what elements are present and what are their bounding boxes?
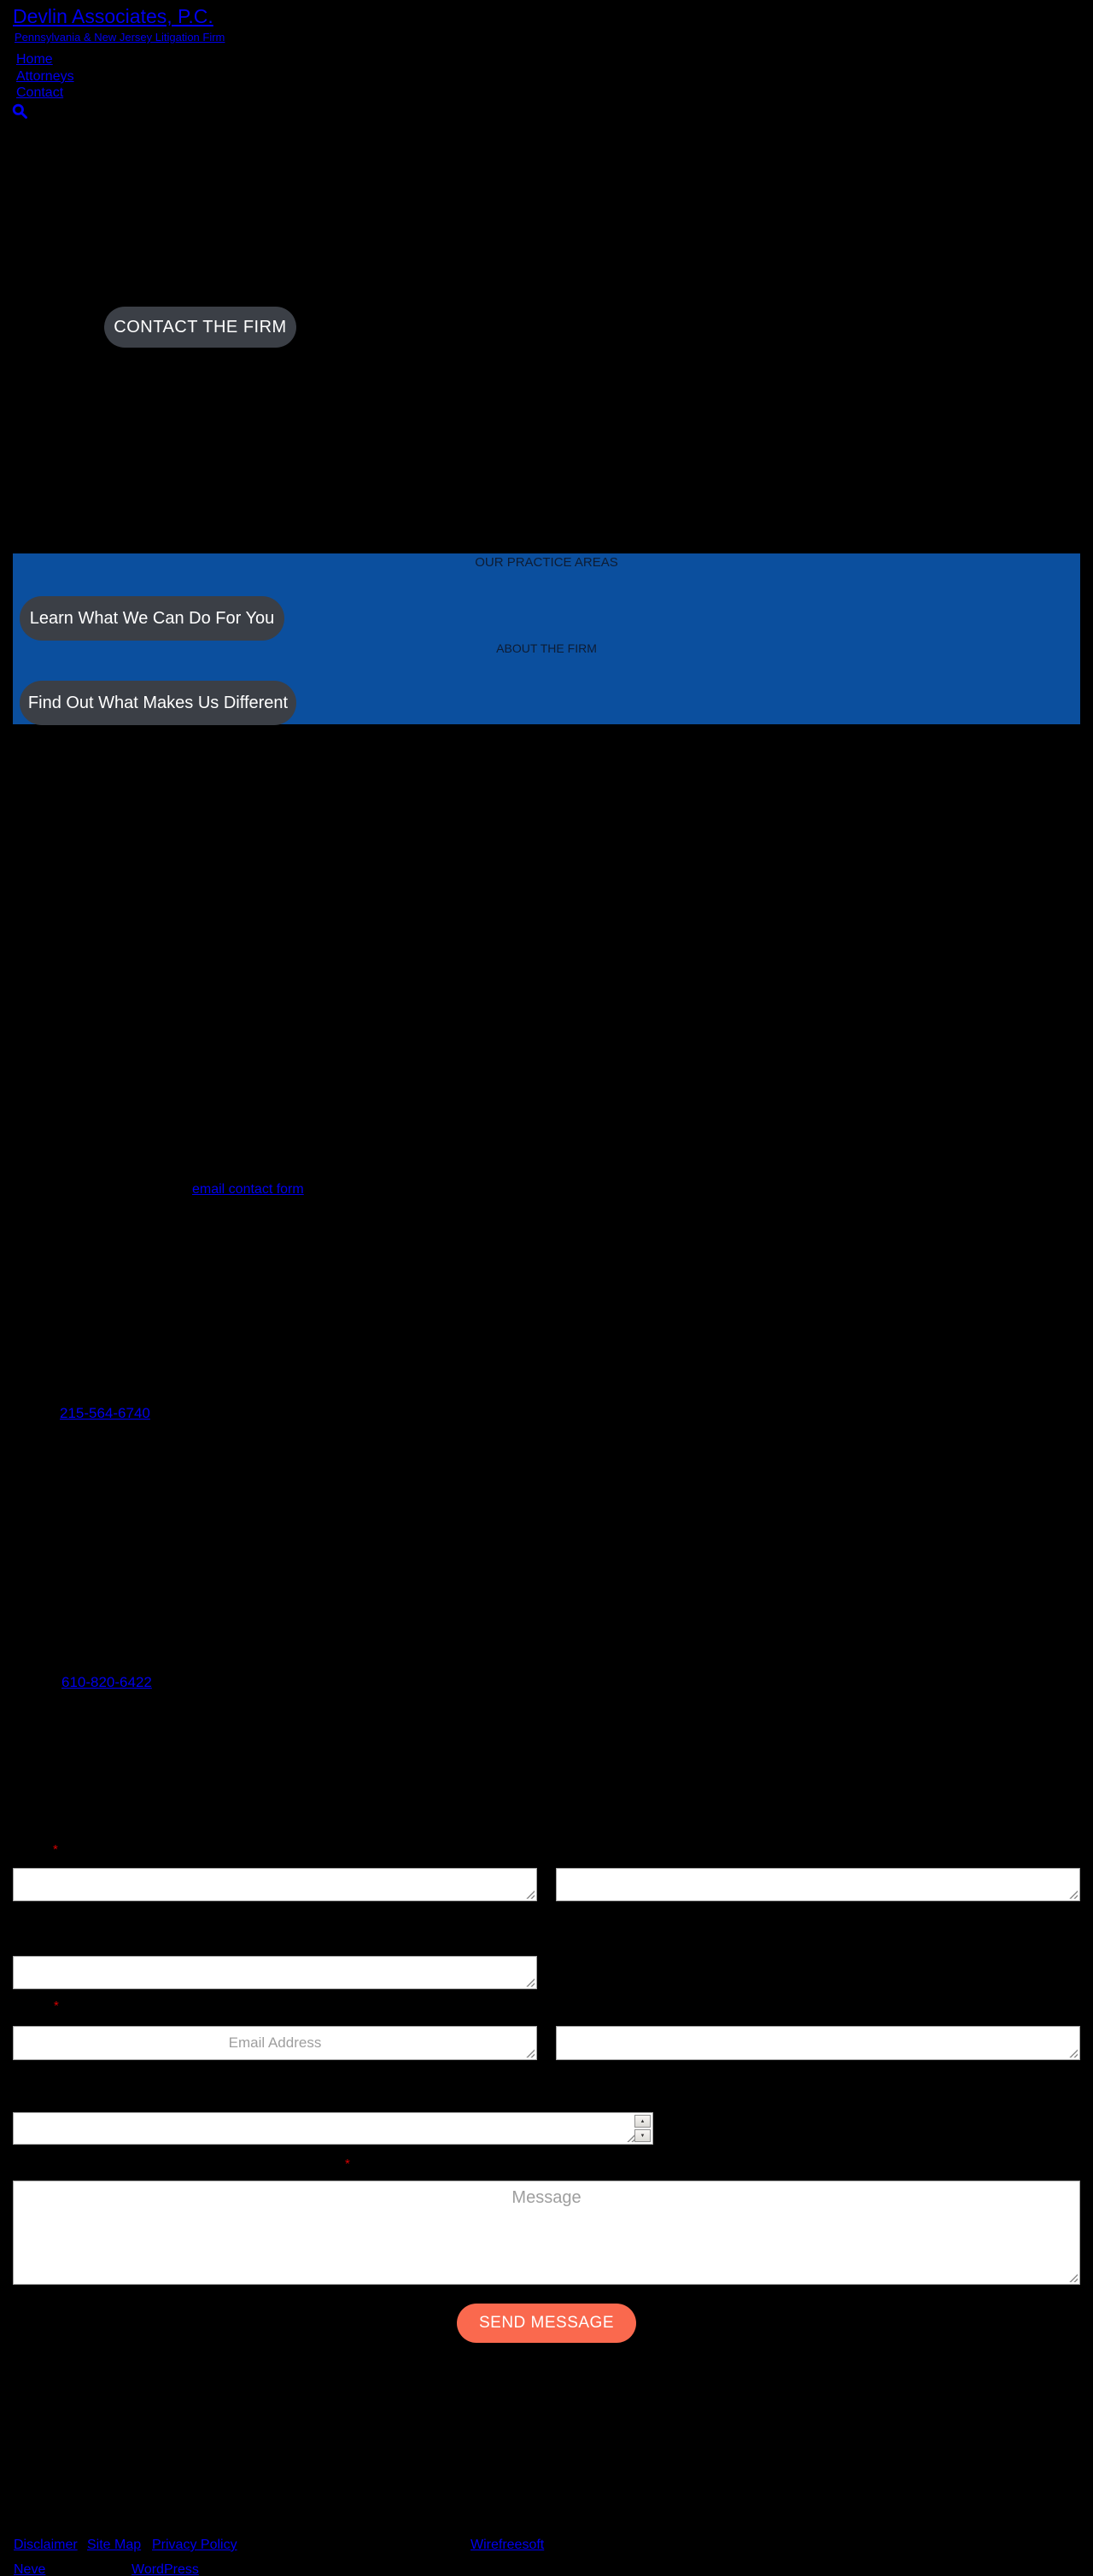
nav-link-home[interactable]: Home xyxy=(16,52,53,67)
search-icon[interactable] xyxy=(11,102,28,120)
footer-link-neve[interactable]: Neve xyxy=(14,2562,46,2576)
footer-link-wordpress[interactable]: WordPress xyxy=(132,2562,199,2576)
practice-areas-heading: OUR PRACTICE AREAS xyxy=(475,555,618,570)
nav-link-contact[interactable]: Contact xyxy=(16,85,64,100)
resize-grip-icon[interactable] xyxy=(1067,1888,1078,1899)
email-field[interactable]: Email Address xyxy=(13,2026,537,2060)
company-field[interactable] xyxy=(13,1956,537,1989)
contact-the-firm-button[interactable]: CONTACT THE FIRM xyxy=(104,307,296,348)
site-title-link[interactable]: Devlin Associates, P.C. xyxy=(13,5,213,27)
email-contact-form-link[interactable]: email contact form xyxy=(192,1182,304,1197)
about-firm-heading: ABOUT THE FIRM xyxy=(496,641,597,655)
required-marker: * xyxy=(54,1999,59,2013)
phone-link-suburban[interactable]: 610-820-6422 xyxy=(61,1674,152,1690)
resize-grip-icon[interactable] xyxy=(524,1976,535,1987)
message-placeholder: Message xyxy=(511,2188,582,2207)
footer-link-wirefreesoft[interactable]: Wirefreesoft xyxy=(471,2538,545,2552)
number-input[interactable]: ▲ ▼ xyxy=(13,2112,653,2145)
resize-grip-icon[interactable] xyxy=(524,1888,535,1899)
nav-link-attorneys[interactable]: Attorneys xyxy=(16,69,74,84)
footer-link-disclaimer[interactable]: Disclaimer xyxy=(14,2538,78,2552)
footer-link-site-map[interactable]: Site Map xyxy=(87,2538,142,2552)
resize-grip-icon[interactable] xyxy=(524,2047,535,2058)
spinner-down-button[interactable]: ▼ xyxy=(634,2129,651,2142)
spinner-up-button[interactable]: ▲ xyxy=(634,2115,651,2128)
message-field[interactable]: Message xyxy=(13,2181,1080,2285)
resize-grip-icon[interactable] xyxy=(1067,2047,1078,2058)
number-spinner: ▲ ▼ xyxy=(634,2115,651,2142)
about-firm-button[interactable]: Find Out What Makes Us Different xyxy=(20,681,296,725)
resize-grip-icon[interactable] xyxy=(1067,2272,1078,2282)
site-tagline-link[interactable]: Pennsylvania & New Jersey Litigation Fir… xyxy=(15,31,225,44)
name-field[interactable] xyxy=(13,1868,537,1901)
phone-link-philadelphia[interactable]: 215-564-6740 xyxy=(60,1405,150,1421)
phone-field[interactable] xyxy=(556,2026,1080,2060)
last-name-field[interactable] xyxy=(556,1868,1080,1901)
practice-areas-section: OUR PRACTICE AREAS Learn What We Can Do … xyxy=(13,553,1080,725)
email-placeholder: Email Address xyxy=(228,2034,322,2051)
required-marker: * xyxy=(345,2157,350,2171)
practice-areas-button[interactable]: Learn What We Can Do For You xyxy=(20,596,284,641)
required-marker: * xyxy=(53,1842,58,1857)
send-message-button[interactable]: SEND MESSAGE xyxy=(457,2304,636,2343)
footer-link-privacy-policy[interactable]: Privacy Policy xyxy=(152,2538,237,2552)
